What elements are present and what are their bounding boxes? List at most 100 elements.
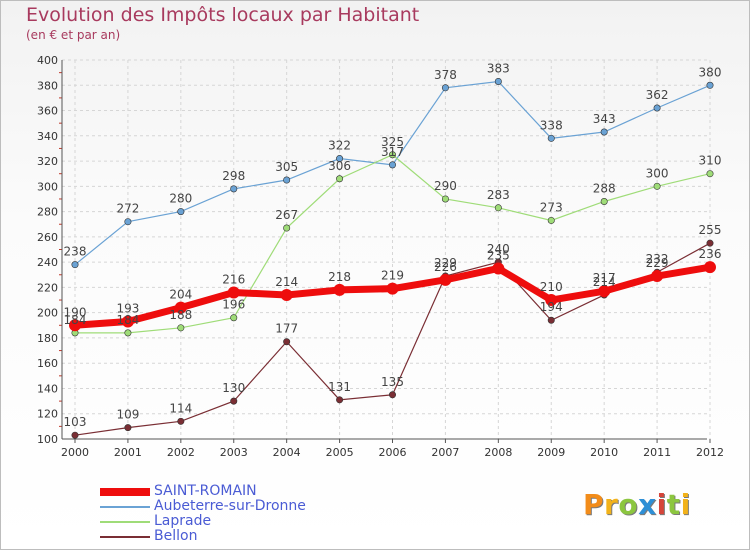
data-point-aubeterre-sur-dronne [230,185,238,193]
data-point-aubeterre-sur-dronne [706,81,714,89]
data-point-aubeterre-sur-dronne [653,104,661,112]
data-point-bellon [706,239,714,247]
data-label-saint-romain: 229 [646,256,669,270]
data-point-aubeterre-sur-dronne [336,155,344,163]
data-label-laprade: 267 [275,208,298,222]
data-point-saint-romain [386,282,399,295]
proxiti-logo: Proxiti [583,488,691,521]
x-tick-label: 2007 [431,446,459,459]
data-point-laprade [230,314,238,322]
y-tick-label: 120 [37,408,58,421]
x-tick-label: 2010 [590,446,618,459]
data-point-aubeterre-sur-dronne [71,261,79,269]
data-label-saint-romain: 193 [116,302,139,316]
data-point-laprade [600,197,608,205]
legend-label-saint-romain: SAINT-ROMAIN [154,483,257,499]
y-tick-label: 320 [37,155,58,168]
legend-swatch-aubeterre-sur-dronne [100,506,150,508]
x-tick-label: 2003 [220,446,248,459]
data-point-aubeterre-sur-dronne [547,134,555,142]
data-point-laprade [547,216,555,224]
data-point-laprade [124,329,132,337]
data-label-saint-romain: 190 [64,305,87,319]
data-point-saint-romain [333,283,346,296]
data-point-saint-romain [121,315,134,328]
logo-letter: P [583,488,605,521]
x-tick-label: 2005 [326,446,354,459]
data-label-laprade: 300 [646,166,669,180]
data-label-bellon: 232 [646,252,669,266]
data-label-aubeterre-sur-dronne: 317 [381,145,404,159]
data-point-aubeterre-sur-dronne [600,128,608,136]
data-label-laprade: 325 [381,135,404,149]
data-point-aubeterre-sur-dronne [177,208,185,216]
y-tick-label: 200 [37,307,58,320]
data-point-laprade [653,182,661,190]
data-label-bellon: 255 [699,223,722,237]
data-point-bellon [71,431,79,439]
x-tick-label: 2006 [379,446,407,459]
legend-swatch-bellon [100,536,150,538]
data-label-aubeterre-sur-dronne: 380 [699,65,722,79]
data-label-laprade: 184 [64,313,87,327]
data-label-aubeterre-sur-dronne: 343 [593,112,616,126]
data-label-aubeterre-sur-dronne: 378 [434,68,457,82]
data-point-bellon [283,338,291,346]
data-label-saint-romain: 214 [275,275,298,289]
data-point-aubeterre-sur-dronne [124,218,132,226]
data-point-laprade [706,170,714,178]
logo-letter: x [638,488,657,521]
y-tick-label: 180 [37,332,58,345]
data-label-bellon: 114 [169,401,192,415]
y-tick-label: 140 [37,382,58,395]
data-label-bellon: 240 [487,242,510,256]
data-label-bellon: 103 [64,415,87,429]
data-label-laprade: 290 [434,179,457,193]
logo-letter: i [680,488,691,521]
legend-swatch-laprade [100,521,150,523]
data-point-bellon [547,316,555,324]
data-label-aubeterre-sur-dronne: 322 [328,139,351,153]
legend-label-laprade: Laprade [154,513,212,529]
axes [59,60,711,443]
data-label-bellon: 177 [275,322,298,336]
y-axis-ticks: 100 120 140 160 180 200 220 240 260 280 300 320 340 3… [37,54,58,446]
data-point-bellon [230,397,238,405]
data-point-laprade [494,204,502,212]
data-point-saint-romain [69,319,81,332]
data-label-laprade: 273 [540,200,563,214]
data-point-aubeterre-sur-dronne [388,161,396,169]
data-label-laprade: 288 [593,181,616,195]
data-point-aubeterre-sur-dronne [494,77,502,85]
data-label-bellon: 131 [328,380,351,394]
logo-letter: i [656,488,667,521]
x-tick-label: 2000 [61,446,89,459]
data-label-saint-romain: 210 [540,280,563,294]
chart-subtitle: (en € et par an) [26,28,121,42]
y-tick-label: 340 [37,130,58,143]
data-label-aubeterre-sur-dronne: 272 [116,202,139,216]
data-label-bellon: 214 [593,275,616,289]
data-label-bellon: 229 [434,256,457,270]
data-labels: 238 272 280 298 305 322 317 378 383 338 343 362 380 1… [64,61,722,429]
y-tick-label: 300 [37,180,58,193]
y-tick-label: 100 [37,433,58,446]
x-tick-label: 2001 [114,446,142,459]
x-axis-ticks: 2000 2001 2002 2003 2004 2005 2006 2007 2008 2009… [61,446,724,459]
data-point-aubeterre-sur-dronne [283,176,291,184]
data-point-laprade [283,224,291,232]
data-label-bellon: 109 [116,408,139,422]
data-label-saint-romain: 226 [434,260,457,274]
logo-letter: r [604,488,619,521]
y-tick-label: 240 [37,256,58,269]
x-tick-label: 2009 [537,446,565,459]
data-label-aubeterre-sur-dronne: 280 [169,192,192,206]
data-point-saint-romain [174,301,187,314]
series-lines [69,77,716,439]
y-tick-label: 160 [37,357,58,370]
y-tick-label: 400 [37,54,58,67]
legend-label-aubeterre-sur-dronne: Aubeterre-sur-Dronne [154,498,306,514]
logo-letter: t [666,488,681,521]
data-point-bellon [177,417,185,425]
